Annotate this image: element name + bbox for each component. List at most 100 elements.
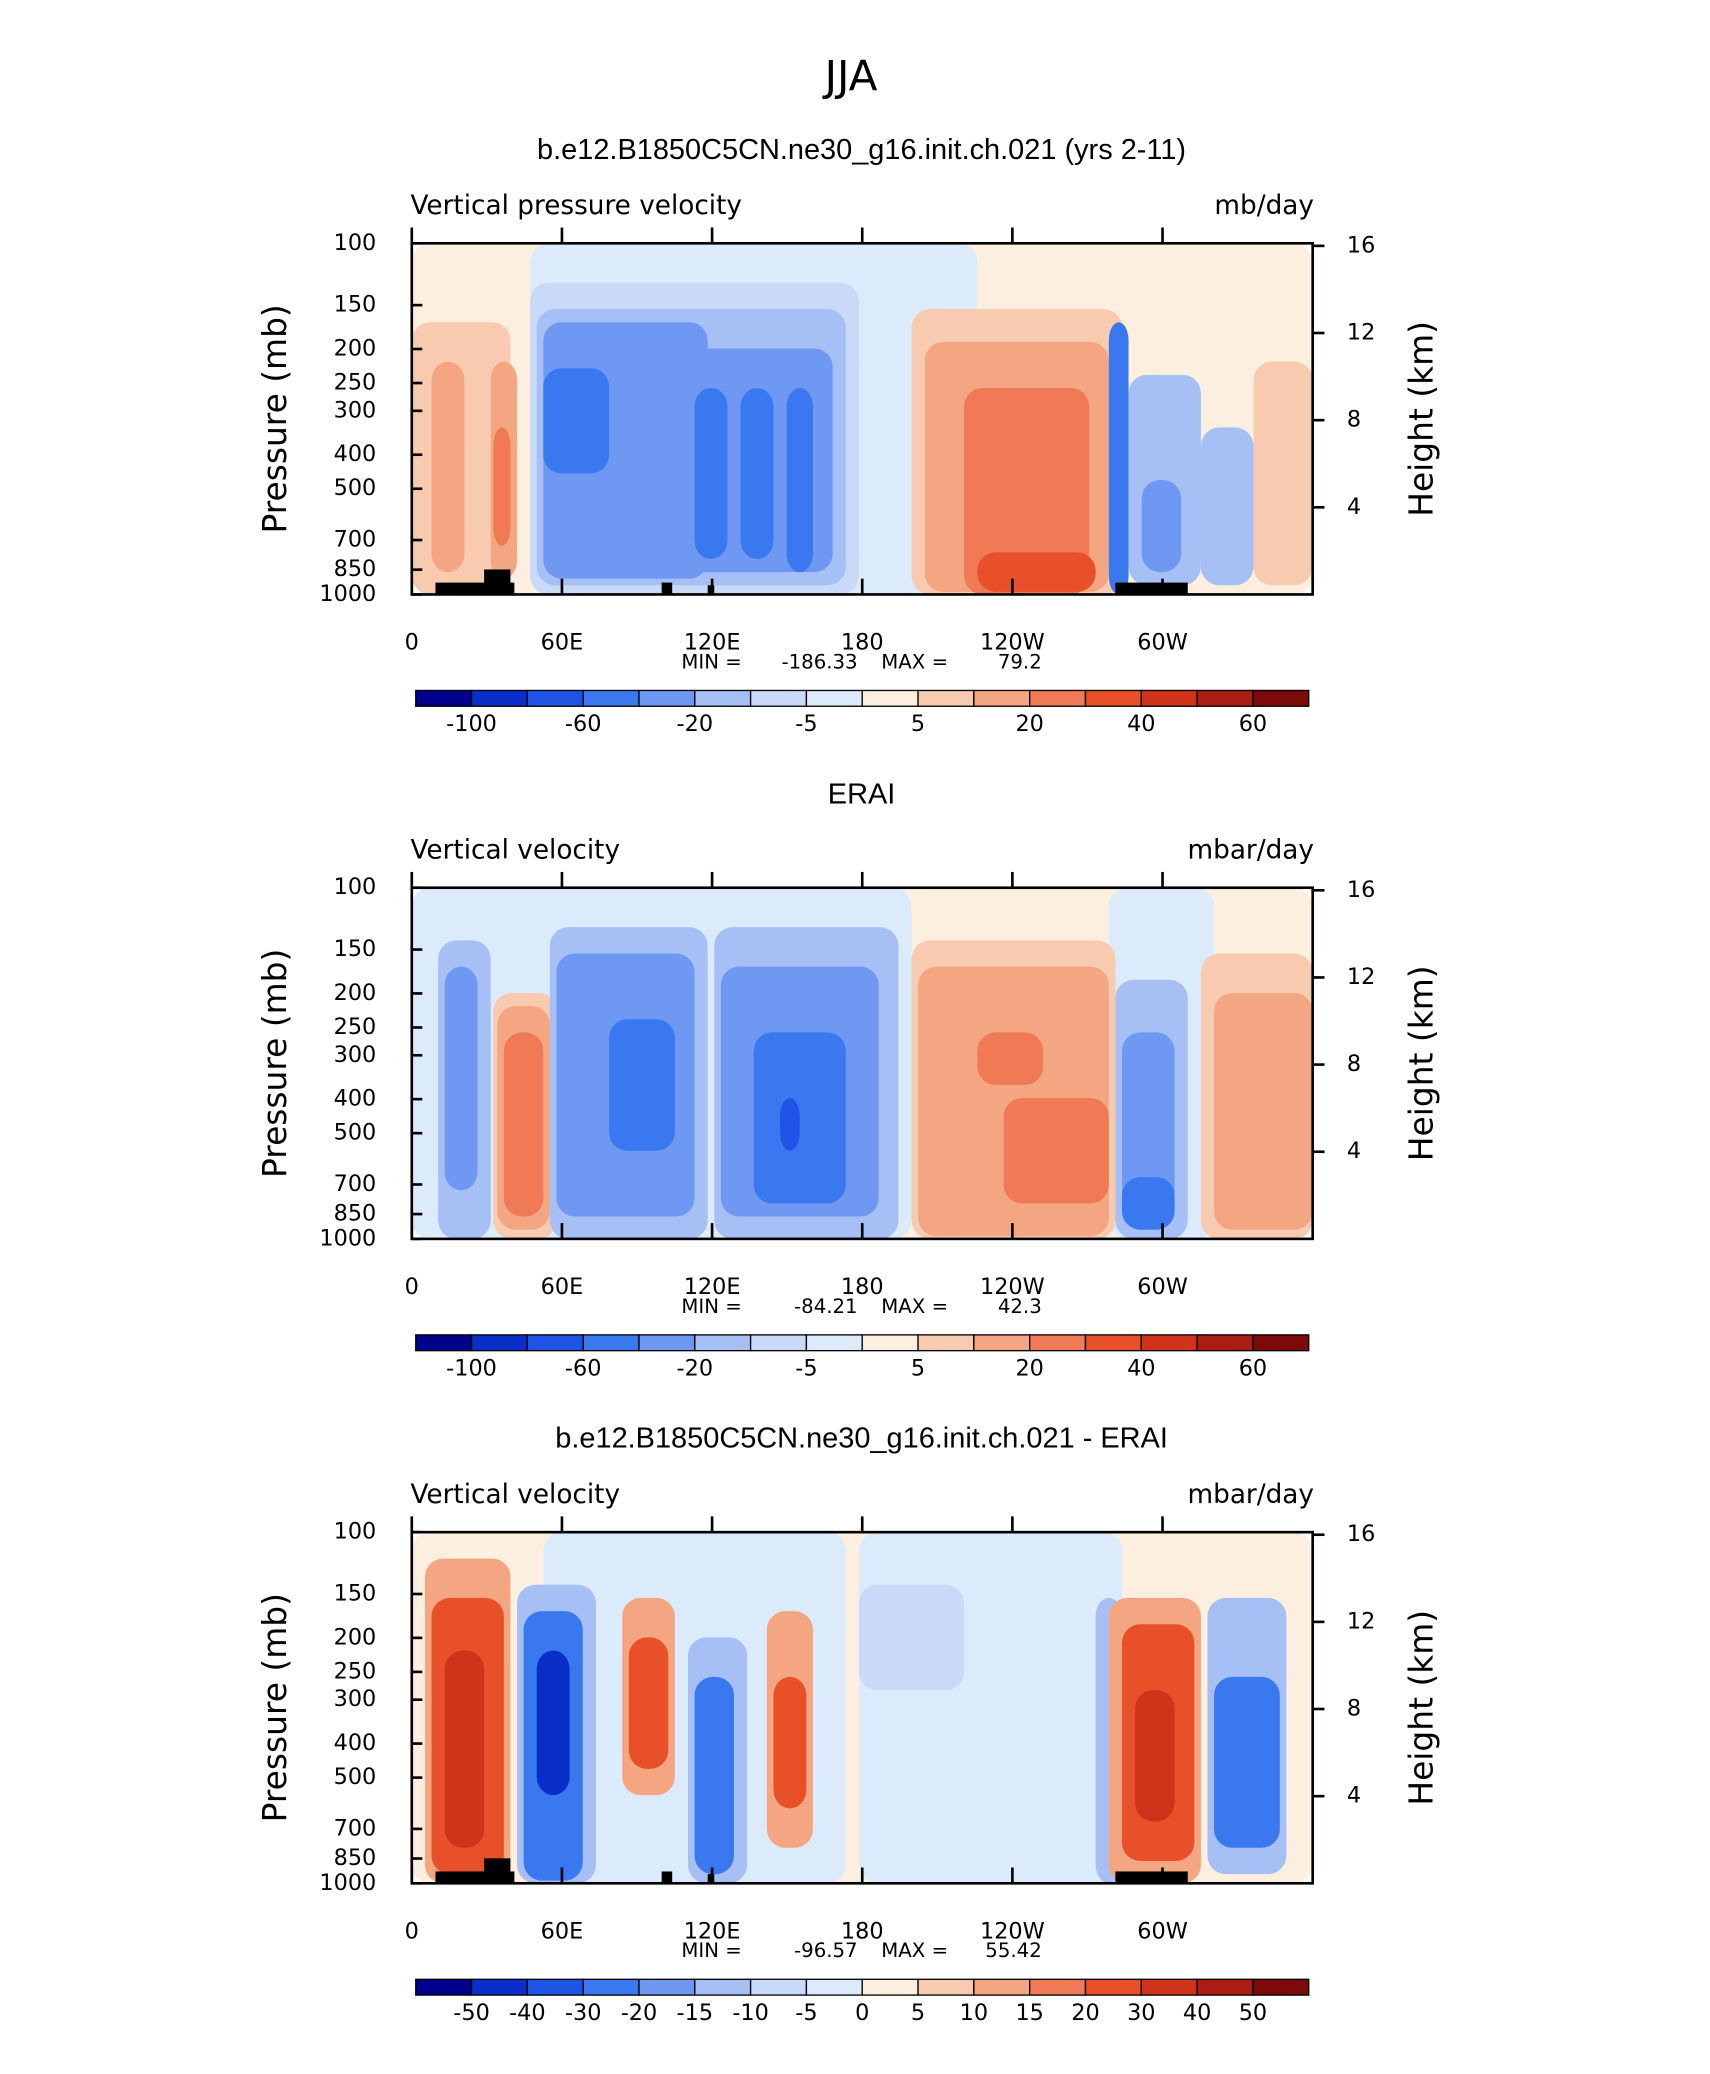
y2-tick-label: 8 bbox=[1347, 1696, 1361, 1722]
y-tick-label: 150 bbox=[334, 1580, 377, 1606]
land-mask bbox=[435, 582, 515, 595]
x-tick-label: 120W bbox=[980, 1918, 1045, 1944]
y-tick-label: 500 bbox=[334, 1764, 377, 1790]
colorbar-label: 60 bbox=[1239, 711, 1267, 737]
colorbar-box bbox=[415, 1978, 473, 1996]
contour-fill bbox=[609, 1019, 675, 1151]
colorbar-box bbox=[1252, 1978, 1310, 1996]
contour-fill bbox=[1003, 1098, 1109, 1204]
x-tick-label: 120W bbox=[980, 630, 1045, 656]
colorbar-box bbox=[694, 689, 752, 707]
y2-tick-label: 4 bbox=[1347, 1783, 1361, 1809]
colorbar-box bbox=[1029, 1334, 1087, 1352]
colorbar-box bbox=[749, 1978, 808, 1996]
long-name: Vertical pressure velocity bbox=[410, 191, 742, 221]
colorbar-label: -10 bbox=[732, 2000, 768, 2026]
colorbar-label: -5 bbox=[795, 2000, 817, 2026]
x-tick-label: 180 bbox=[841, 1918, 884, 1944]
y-tick-label: 1000 bbox=[319, 1225, 376, 1251]
figure-title: JJA bbox=[822, 51, 878, 100]
y-axis-label: Pressure (mb) bbox=[255, 304, 294, 533]
colorbar-label: 0 bbox=[855, 2000, 869, 2026]
y-tick-label: 400 bbox=[334, 1730, 377, 1756]
y2-tick-label: 4 bbox=[1347, 1138, 1361, 1164]
colorbar-label: -100 bbox=[446, 711, 497, 737]
colorbar-box bbox=[805, 689, 863, 707]
x-tick-label: 0 bbox=[405, 1918, 419, 1944]
y2-tick-label: 12 bbox=[1347, 964, 1375, 990]
contour-fill bbox=[536, 1650, 570, 1796]
colorbar-box bbox=[415, 1334, 473, 1352]
y-tick-label: 700 bbox=[334, 1171, 377, 1197]
colorbar-label: -60 bbox=[565, 1356, 602, 1382]
y2-tick-label: 8 bbox=[1347, 1051, 1361, 1077]
colorbar-label: -5 bbox=[795, 1356, 817, 1382]
colorbar-box bbox=[973, 689, 1031, 707]
colorbar-box bbox=[973, 1334, 1031, 1352]
contour-fill bbox=[1200, 427, 1254, 586]
colorbar-label: -30 bbox=[565, 2000, 602, 2026]
contour-fill bbox=[773, 1676, 807, 1809]
land-mask bbox=[484, 1858, 511, 1884]
colorbar-label: 5 bbox=[911, 711, 925, 737]
y-tick-label: 500 bbox=[334, 475, 377, 501]
colorbar-label: 20 bbox=[1015, 1356, 1043, 1382]
land-mask bbox=[661, 582, 673, 595]
max-label: MAX = bbox=[881, 1939, 948, 1962]
contour-field bbox=[411, 243, 1313, 595]
colorbar-box bbox=[749, 689, 808, 707]
units: mbar/day bbox=[1188, 835, 1314, 865]
colorbar-box bbox=[973, 1978, 1031, 1996]
y-axis-label: Pressure (mb) bbox=[255, 1593, 294, 1822]
colorbar-label: -100 bbox=[446, 1356, 497, 1382]
min-value: -96.57 bbox=[794, 1939, 858, 1962]
contour-fill bbox=[1214, 1676, 1280, 1848]
y2-tick-label: 16 bbox=[1347, 877, 1375, 903]
max-label: MAX = bbox=[881, 650, 948, 673]
colorbar-box bbox=[861, 1334, 919, 1352]
y-tick-label: 200 bbox=[334, 1624, 377, 1650]
units: mb/day bbox=[1214, 191, 1314, 221]
colorbar-box bbox=[694, 1978, 752, 1996]
y2-axis-label: Height (km) bbox=[1402, 965, 1441, 1161]
colorbar-box bbox=[1252, 689, 1310, 707]
colorbar-box bbox=[1140, 689, 1198, 707]
y-tick-label: 850 bbox=[334, 1201, 377, 1227]
contour-fill bbox=[431, 361, 465, 573]
colorbar-box bbox=[861, 1978, 919, 1996]
contour-fill bbox=[740, 387, 774, 559]
colorbar-box bbox=[638, 689, 696, 707]
colorbar-box bbox=[805, 1978, 863, 1996]
contour-fill bbox=[858, 1584, 965, 1690]
x-tick-label: 60W bbox=[1137, 1274, 1188, 1300]
land-mask bbox=[484, 569, 511, 595]
max-label: MAX = bbox=[881, 1295, 948, 1318]
y-tick-label: 300 bbox=[334, 397, 377, 423]
contour-fill bbox=[694, 1676, 735, 1875]
panel-title: b.e12.B1850C5CN.ne30_g16.init.ch.021 - E… bbox=[555, 1423, 1168, 1455]
colorbar-label: -40 bbox=[509, 2000, 546, 2026]
y-tick-label: 250 bbox=[334, 1014, 377, 1040]
y-tick-label: 700 bbox=[334, 1815, 377, 1841]
colorbar-box bbox=[415, 689, 473, 707]
y2-tick-label: 16 bbox=[1347, 232, 1375, 258]
min-value: -186.33 bbox=[782, 650, 858, 673]
long-name: Vertical velocity bbox=[410, 1480, 620, 1510]
colorbar-label: 5 bbox=[911, 2000, 925, 2026]
colorbar-box bbox=[1084, 1334, 1142, 1352]
units: mbar/day bbox=[1188, 1480, 1314, 1510]
colorbar-box bbox=[638, 1978, 696, 1996]
land-mask bbox=[661, 1871, 673, 1884]
colorbar-box bbox=[917, 1978, 975, 1996]
colorbar-label: 5 bbox=[911, 1356, 925, 1382]
contour-fill bbox=[1141, 480, 1182, 573]
colorbar-box bbox=[1140, 1334, 1198, 1352]
y-tick-label: 850 bbox=[334, 556, 377, 582]
x-tick-label: 180 bbox=[841, 1274, 884, 1300]
max-value: 42.3 bbox=[998, 1295, 1042, 1318]
colorbar-label: -50 bbox=[453, 2000, 490, 2026]
colorbar-label: 40 bbox=[1127, 1356, 1155, 1382]
y2-tick-label: 12 bbox=[1347, 320, 1375, 346]
